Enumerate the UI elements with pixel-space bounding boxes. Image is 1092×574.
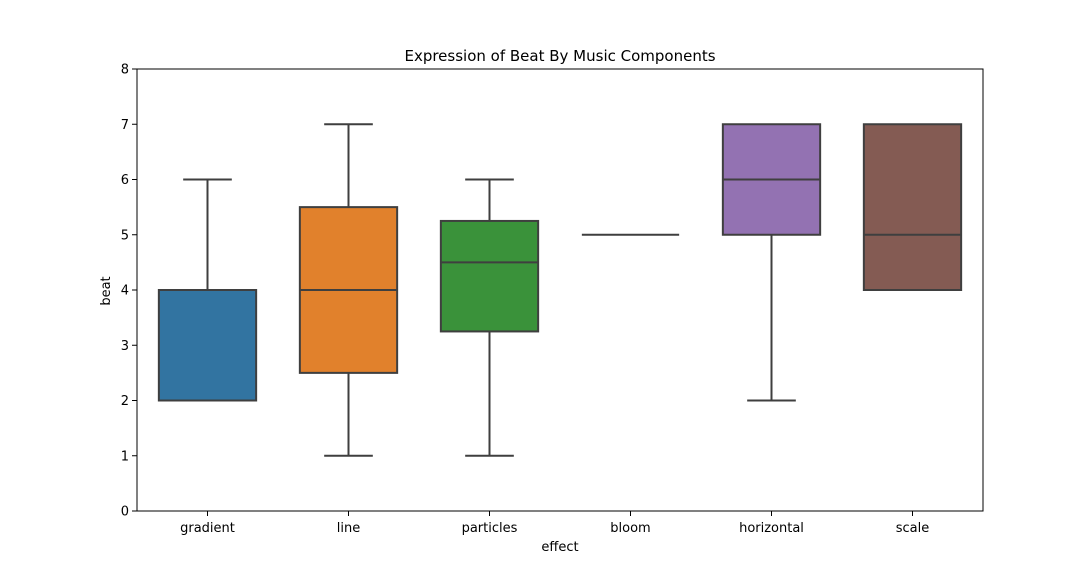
- y-axis: 0 1 2 3 4 5 6 7 8: [121, 63, 137, 520]
- plot-frame: [136, 68, 984, 512]
- y-tick-label: 3: [121, 339, 129, 354]
- x-tick-label-horizontal: horizontal: [739, 521, 804, 536]
- x-tick-label-line: line: [337, 521, 360, 536]
- y-tick-label: 4: [121, 284, 129, 299]
- y-tick-label: 8: [121, 63, 129, 78]
- box-scale: [862, 123, 963, 291]
- x-axis-label: effect: [541, 540, 578, 555]
- y-tick-label: 5: [121, 228, 129, 243]
- y-axis-label: beat: [99, 276, 114, 305]
- box-gradient: [157, 178, 258, 402]
- x-tick-label-bloom: bloom: [610, 521, 650, 536]
- box-horizontal: [721, 123, 822, 402]
- x-tick-label-gradient: gradient: [180, 521, 235, 536]
- y-tick-label: 6: [121, 173, 129, 188]
- box-scale-iqr: [862, 123, 963, 291]
- y-tick-label: 1: [121, 449, 129, 464]
- chart-title: Expression of Beat By Music Components: [404, 47, 715, 65]
- y-tick-label: 7: [121, 118, 129, 133]
- y-tick-label: 0: [121, 505, 129, 520]
- plot-area: [157, 123, 963, 457]
- box-particles: [439, 178, 540, 457]
- box-line: [298, 123, 399, 457]
- x-tick-label-scale: scale: [896, 521, 930, 536]
- x-tick-label-particles: particles: [462, 521, 518, 536]
- y-tick-label: 2: [121, 394, 129, 409]
- box-gradient-iqr: [157, 289, 258, 402]
- box-particles-iqr: [439, 219, 540, 333]
- x-axis: gradient line particles bloom horizontal scal…: [180, 511, 929, 536]
